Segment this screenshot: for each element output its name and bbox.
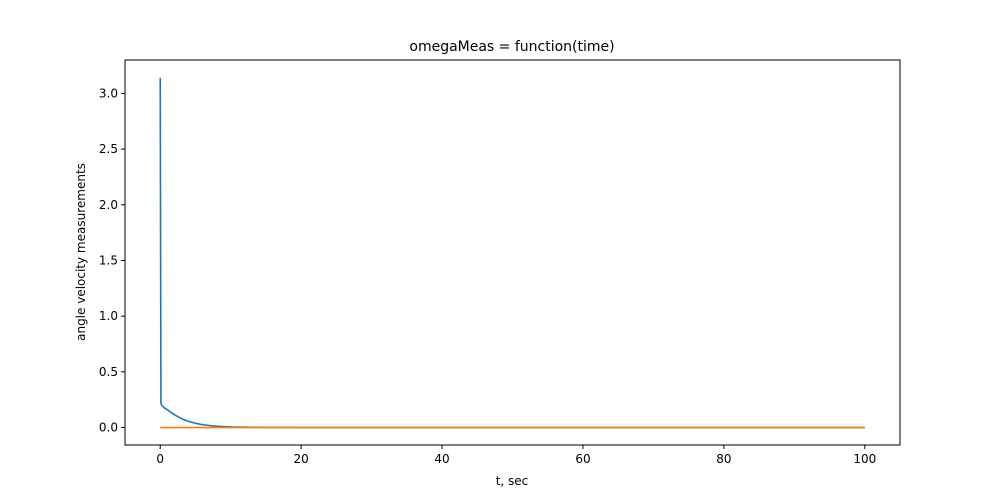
- x-tick-label: 40: [434, 452, 449, 466]
- y-tick-label: 1.5: [99, 253, 118, 267]
- x-axis-label: t, sec: [496, 474, 529, 488]
- x-tick-label: 20: [293, 452, 308, 466]
- y-tick-label: 3.0: [99, 86, 118, 100]
- x-tick-label: 0: [156, 452, 164, 466]
- chart-title: omegaMeas = function(time): [409, 39, 614, 55]
- x-tick-label: 60: [575, 452, 590, 466]
- y-axis-label: angle velocity measurements: [74, 163, 88, 341]
- y-tick-label: 2.0: [99, 198, 118, 212]
- plot-area-frame: [124, 59, 901, 446]
- x-tick-label: 100: [853, 452, 876, 466]
- ticks: 0 20 40 60 80 100 0.0 0.5 1.0 1.5 2.0 2.5 3.0: [99, 86, 876, 466]
- series: [159, 77, 865, 429]
- y-tick-label: 1.0: [99, 309, 118, 323]
- y-tick-label: 0.0: [99, 421, 118, 435]
- y-tick-label: 0.5: [99, 365, 118, 379]
- x-tick-label: 80: [716, 452, 731, 466]
- series-line-1: [159, 77, 865, 429]
- y-tick-label: 2.5: [99, 142, 118, 156]
